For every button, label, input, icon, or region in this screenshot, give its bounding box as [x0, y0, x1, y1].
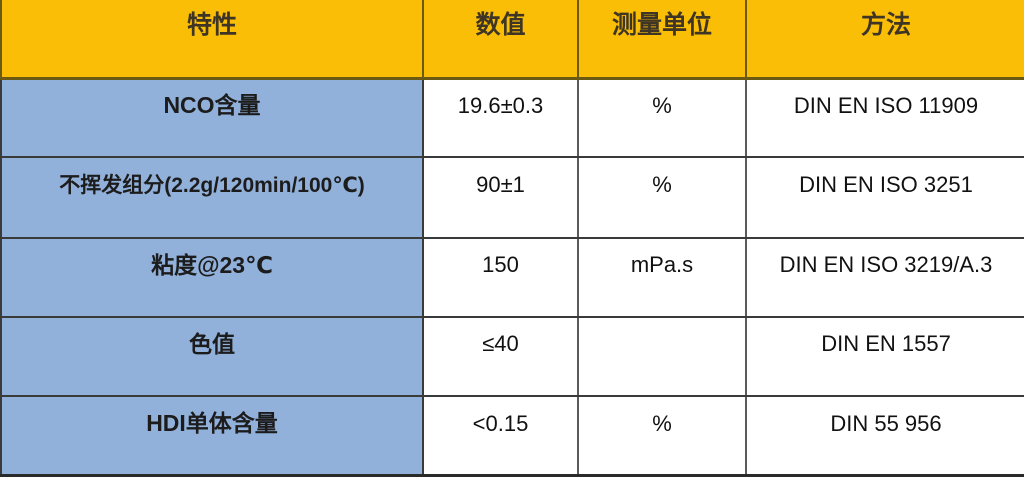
table-row: HDI单体含量 <0.15 % DIN 55 956: [0, 396, 1024, 477]
property-name: NCO含量: [163, 92, 261, 119]
cell-method: DIN EN 1557: [746, 316, 1024, 398]
table-body: NCO含量 19.6±0.3 % DIN EN ISO 11909 不挥发组分(…: [0, 78, 1024, 477]
cell-unit: %: [578, 78, 747, 159]
cell-method: DIN EN ISO 11909: [746, 78, 1024, 159]
property-method: DIN 55 956: [830, 410, 942, 436]
property-name: 色值: [189, 330, 235, 357]
property-method: DIN EN ISO 3251: [799, 172, 973, 198]
cell-property: HDI单体含量: [0, 396, 424, 477]
property-value: <0.15: [472, 410, 529, 436]
property-value: 150: [482, 252, 519, 278]
column-header-unit-label: 测量单位: [611, 10, 712, 39]
cell-unit: %: [578, 396, 747, 477]
column-header-method: 方法: [746, 0, 1024, 80]
column-header-property-label: 特性: [186, 10, 237, 39]
table-header: 特性 数值 测量单位 方法: [0, 0, 1024, 80]
cell-value: 90±1: [423, 157, 579, 239]
cell-unit: [578, 316, 747, 398]
property-unit: %: [652, 172, 672, 198]
property-name: HDI单体含量: [146, 409, 278, 436]
column-header-method-label: 方法: [860, 10, 911, 39]
cell-value: 19.6±0.3: [423, 78, 579, 159]
property-value: 19.6±0.3: [457, 92, 544, 118]
table-row: 不挥发组分(2.2g/120min/100℃) 90±1 % DIN EN IS…: [0, 157, 1024, 239]
property-method: DIN EN ISO 11909: [793, 92, 979, 118]
table-header-row: 特性 数值 测量单位 方法: [0, 0, 1024, 80]
column-header-unit: 测量单位: [578, 0, 747, 80]
column-header-property: 特性: [0, 0, 424, 80]
cell-unit: mPa.s: [578, 237, 747, 318]
property-method: DIN EN ISO 3219/A.3: [779, 252, 993, 278]
property-name: 粘度@23℃: [151, 251, 273, 278]
property-unit: %: [652, 410, 672, 436]
property-method: DIN EN 1557: [821, 331, 951, 357]
cell-property: 不挥发组分(2.2g/120min/100℃): [0, 157, 424, 239]
property-unit: mPa.s: [630, 252, 694, 278]
cell-unit: %: [578, 157, 747, 239]
property-unit: %: [652, 92, 672, 118]
table-row: NCO含量 19.6±0.3 % DIN EN ISO 11909: [0, 78, 1024, 159]
cell-property: NCO含量: [0, 78, 424, 159]
cell-value: 150: [423, 237, 579, 318]
cell-value: <0.15: [423, 396, 579, 477]
property-value: 90±1: [476, 172, 525, 198]
table-row: 粘度@23℃ 150 mPa.s DIN EN ISO 3219/A.3: [0, 237, 1024, 318]
property-name: 不挥发组分(2.2g/120min/100℃): [59, 173, 365, 197]
table-row: 色值 ≤40 DIN EN 1557: [0, 316, 1024, 398]
cell-property: 色值: [0, 316, 424, 398]
cell-property: 粘度@23℃: [0, 237, 424, 318]
column-header-value-label: 数值: [475, 10, 526, 39]
cell-method: DIN EN ISO 3251: [746, 157, 1024, 239]
cell-value: ≤40: [423, 316, 579, 398]
column-header-value: 数值: [423, 0, 579, 80]
cell-method: DIN EN ISO 3219/A.3: [746, 237, 1024, 318]
property-value: ≤40: [482, 331, 519, 357]
cell-method: DIN 55 956: [746, 396, 1024, 477]
